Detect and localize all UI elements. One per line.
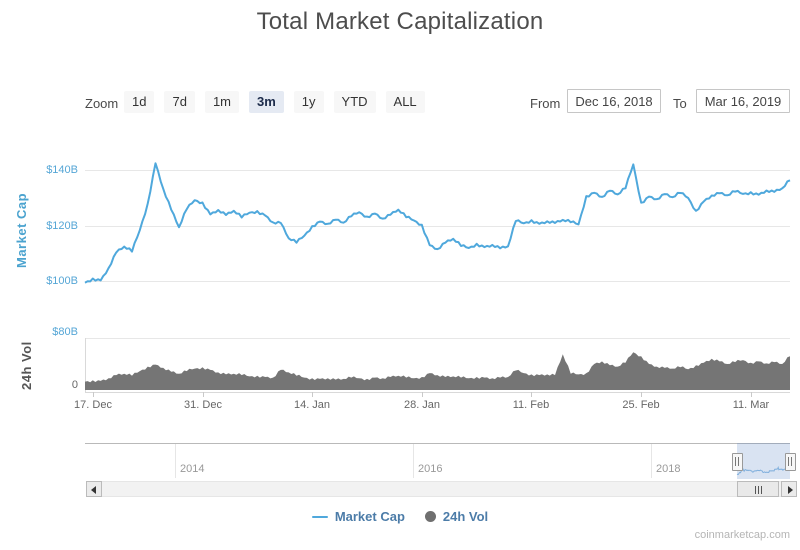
to-label: To [673, 96, 687, 111]
xtick-mark [531, 392, 532, 397]
xtick-mark [641, 392, 642, 397]
from-label: From [530, 96, 561, 111]
zoom-button-1y[interactable]: 1y [293, 91, 324, 113]
gridline-80b [85, 338, 790, 339]
xaxis-tick-label: 17. Dec [74, 399, 112, 411]
xaxis-tick-label: 14. Jan [293, 399, 331, 411]
xtick-mark [751, 392, 752, 397]
navigator-handle-right[interactable] [785, 453, 796, 471]
zoom-label: Zoom [85, 96, 119, 111]
xtick-mark [203, 392, 204, 397]
navigator-year-label: 2018 [656, 463, 681, 475]
xaxis-tick-label: 11. Mar [732, 399, 770, 411]
xaxis-line [85, 392, 790, 393]
gridline-120b [85, 226, 790, 227]
yaxis-tick-0: 0 [71, 379, 78, 391]
scrollbar-right-button[interactable] [781, 481, 797, 497]
zoom-button-1m[interactable]: 1m [204, 91, 239, 113]
legend: Market Cap 24h Vol [0, 509, 800, 524]
yaxis-tick-100b: $100B [46, 275, 78, 287]
volume-yaxis-line [85, 338, 86, 392]
line-swatch-icon [311, 515, 328, 518]
xtick-mark [422, 392, 423, 397]
legend-item-market-cap[interactable]: Market Cap [311, 509, 405, 524]
zoom-button-3m[interactable]: 3m [249, 91, 284, 113]
zoom-button-7d[interactable]: 7d [164, 91, 195, 113]
attribution-text: coinmarketcap.com [694, 529, 790, 541]
arrow-left-icon [91, 486, 96, 494]
yaxis-tick-80b: $80B [52, 326, 78, 338]
chart-title: Total Market Capitalization [256, 8, 544, 35]
zoom-button-1d[interactable]: 1d [124, 91, 155, 113]
arrow-right-icon [788, 486, 793, 494]
zoom-button-group: 1d 7d 1m 3m 1y YTD ALL [124, 91, 425, 113]
xaxis-tick-label: 31. Dec [184, 399, 222, 411]
navigator-top-border [85, 443, 790, 444]
dot-swatch-icon [424, 511, 436, 522]
volume-axis-title: 24h Vol [19, 341, 34, 391]
navigator-gridline [175, 444, 176, 478]
xtick-mark [93, 392, 94, 397]
zoom-button-all[interactable]: ALL [385, 91, 425, 113]
navigator-gridline [413, 444, 414, 478]
scrollbar-track[interactable] [86, 481, 797, 497]
scrollbar-thumb[interactable] [737, 481, 779, 497]
navigator-selected-range[interactable] [737, 443, 790, 479]
yaxis-tick-140b: $140B [46, 164, 78, 176]
gridline-100b [85, 281, 790, 282]
grip-icon [755, 486, 763, 494]
scrollbar-left-button[interactable] [86, 481, 102, 497]
navigator-gridline [651, 444, 652, 478]
xaxis-tick-label: 11. Feb [512, 399, 550, 411]
from-date-input[interactable] [567, 89, 661, 113]
legend-label: 24h Vol [442, 509, 489, 524]
gridline-140b [85, 170, 790, 171]
legend-label: Market Cap [334, 509, 405, 524]
navigator-year-label: 2014 [180, 463, 205, 475]
zoom-button-ytd[interactable]: YTD [333, 91, 376, 113]
yaxis-tick-120b: $120B [46, 220, 78, 232]
navigator-handle-left[interactable] [732, 453, 743, 471]
xtick-mark [312, 392, 313, 397]
xaxis-tick-label: 25. Feb [622, 399, 660, 411]
to-date-input[interactable] [696, 89, 790, 113]
navigator-year-label: 2016 [418, 463, 443, 475]
legend-item-24h-vol[interactable]: 24h Vol [424, 509, 489, 524]
xaxis-tick-label: 28. Jan [403, 399, 441, 411]
market-cap-axis-title: Market Cap [14, 192, 29, 268]
